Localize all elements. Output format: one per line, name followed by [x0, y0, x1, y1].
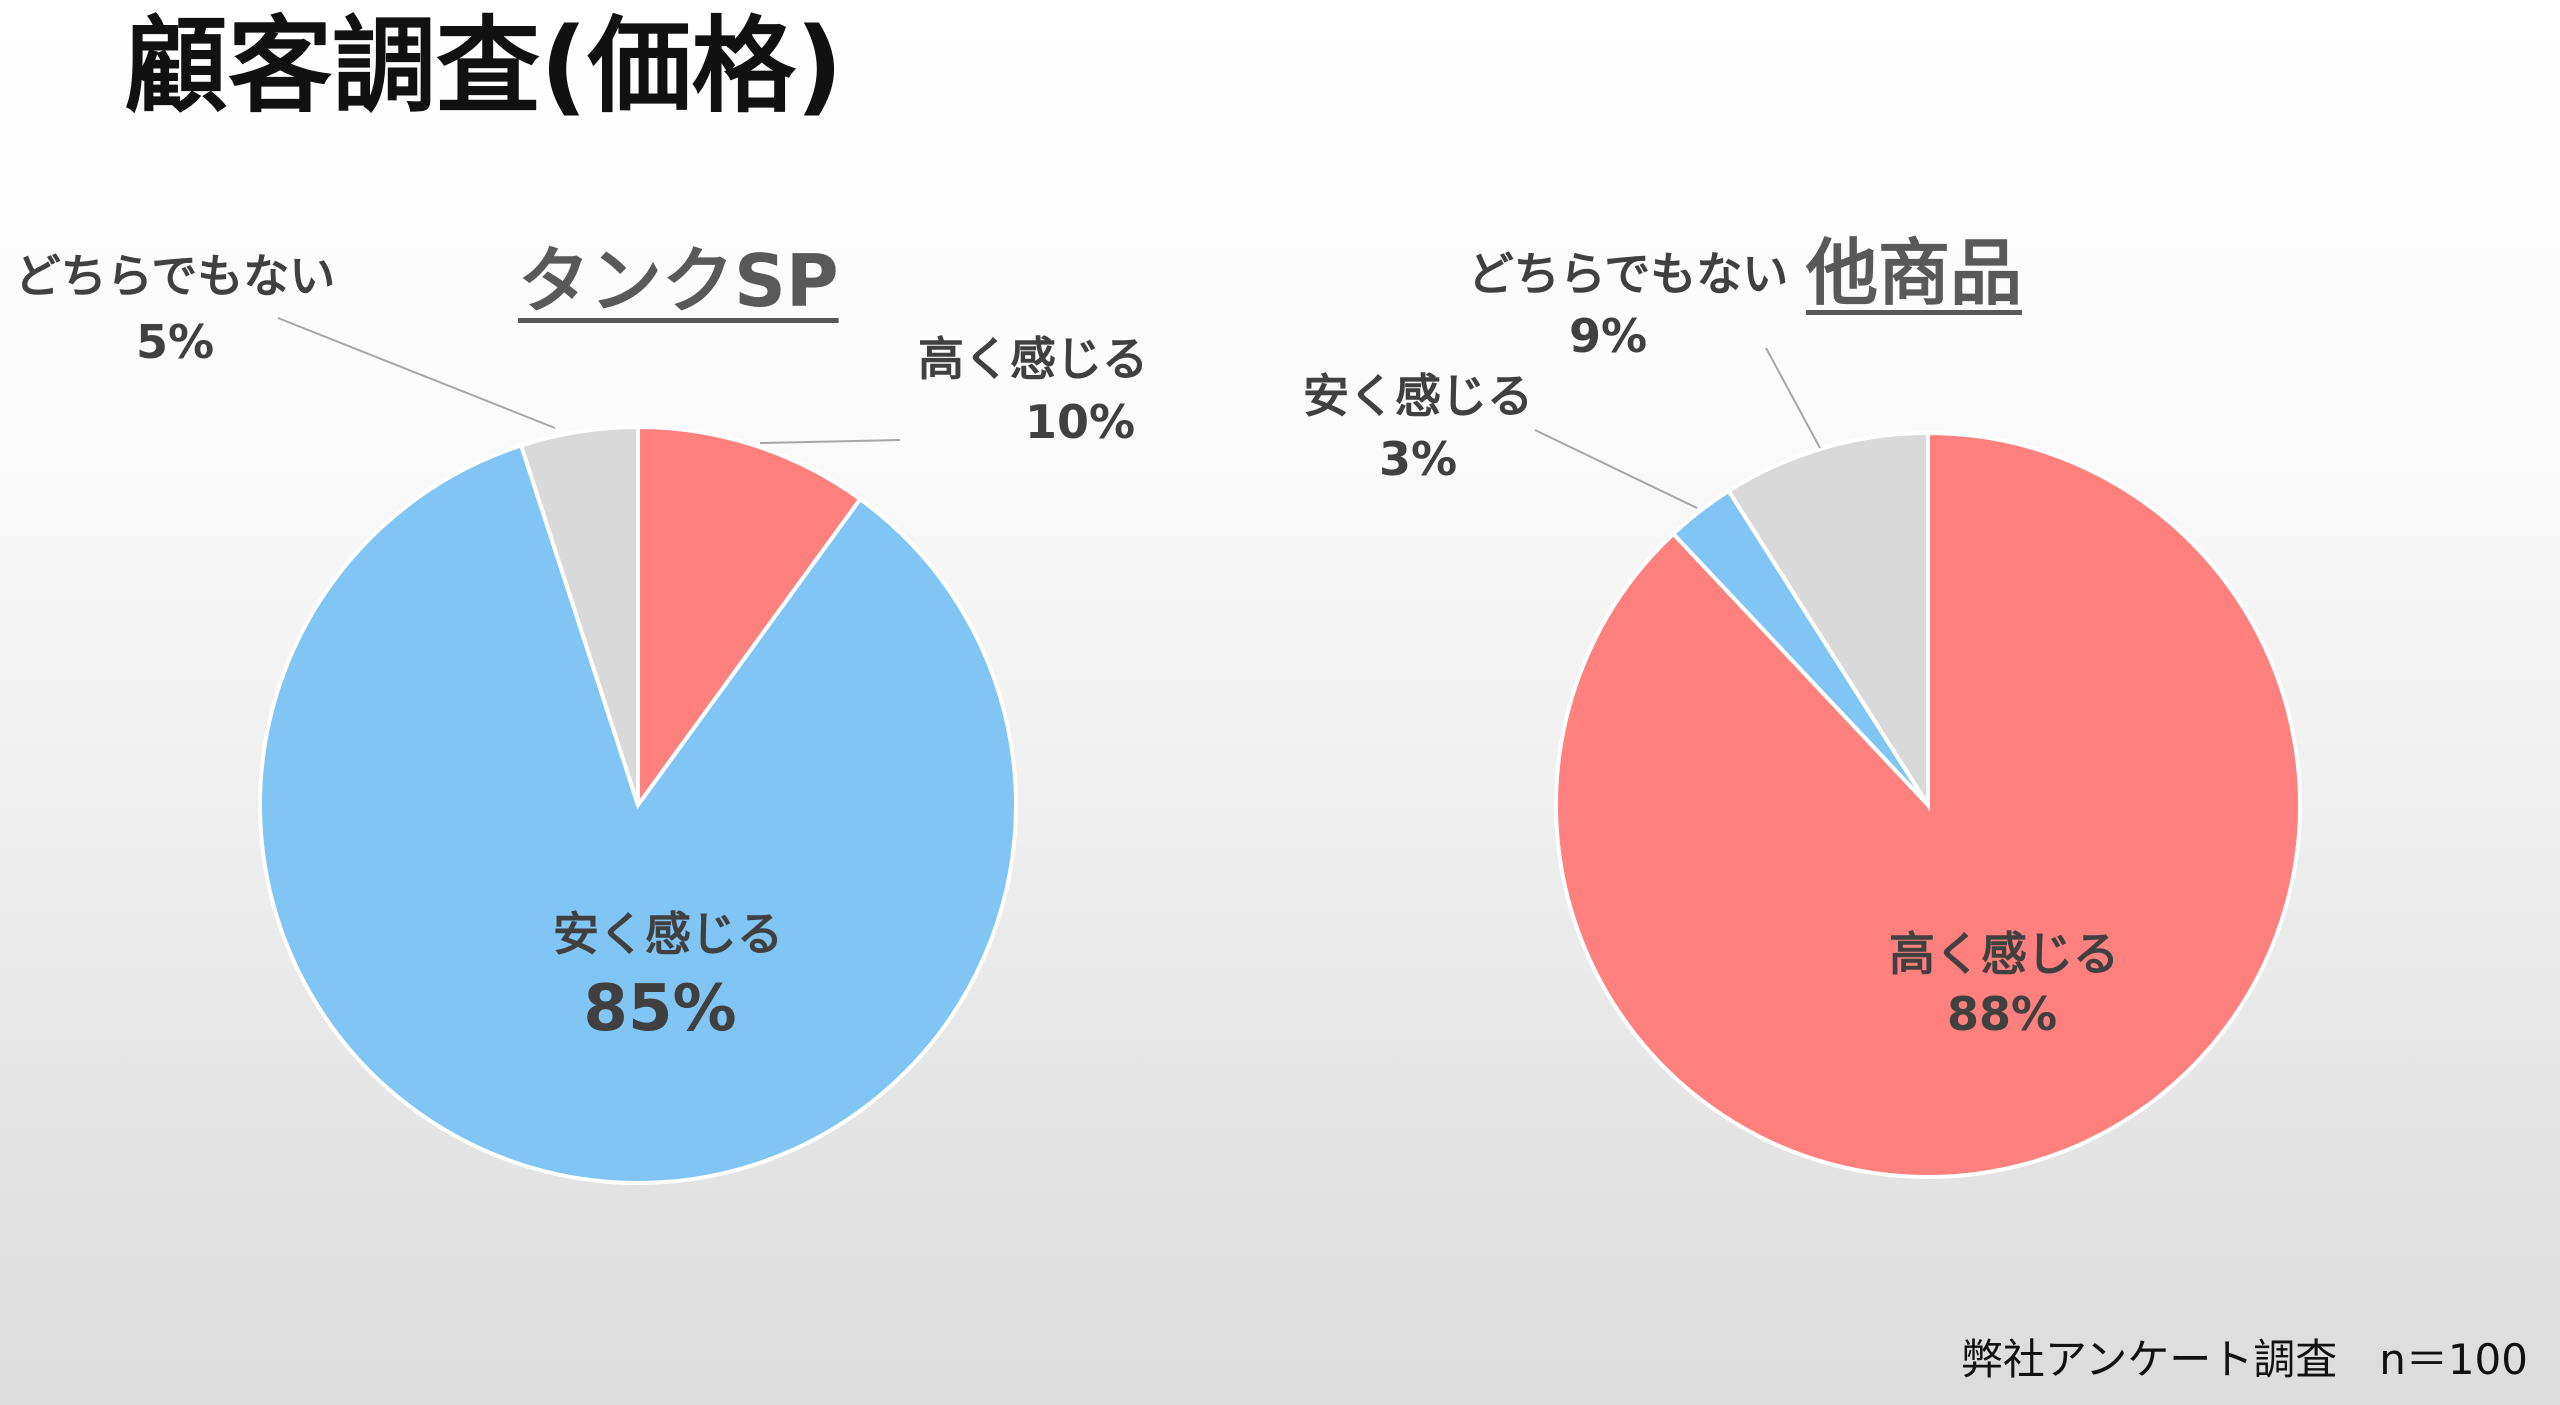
pie1-label-0: 高く感じる — [1889, 927, 2119, 981]
chart-title-other-product: 他商品 — [1806, 231, 2023, 315]
pie0-label-2: どちらでもない — [15, 249, 336, 303]
pie0-value-label-1: 85% — [583, 972, 736, 1046]
pie0-slice-1 — [258, 442, 1018, 1185]
pie0-slice-0 — [636, 424, 863, 812]
pie0-label-1: 安く感じる — [553, 907, 783, 961]
pie1-value-label-2: 9% — [1569, 309, 1647, 363]
pie1-leader-line-2 — [1765, 347, 1821, 449]
pie0-slice-2 — [518, 424, 640, 806]
pie1-label-1: 安く感じる — [1303, 369, 1533, 423]
chart-title-tank-sp: タンクSP — [518, 239, 839, 323]
pie1-value-label-1: 3% — [1379, 432, 1457, 486]
slide-title: 顧客調査(価格) — [124, 5, 844, 127]
pie1-slice-2 — [1725, 430, 1930, 812]
pie1-value-label-0: 88% — [1947, 987, 2057, 1041]
pie0-leader-line-0 — [759, 439, 901, 444]
pie0-label-0: 高く感じる — [918, 332, 1148, 386]
pie1-leader-line-1 — [1534, 429, 1698, 509]
pie0-value-label-0: 10% — [1025, 395, 1135, 449]
pie0-value-label-2: 5% — [136, 315, 214, 369]
footnote-survey-source: 弊社アンケート調査 n＝100 — [1960, 1335, 2528, 1384]
pie1-label-2: どちらでもない — [1468, 247, 1789, 301]
pie0-leader-line-2 — [277, 317, 556, 429]
